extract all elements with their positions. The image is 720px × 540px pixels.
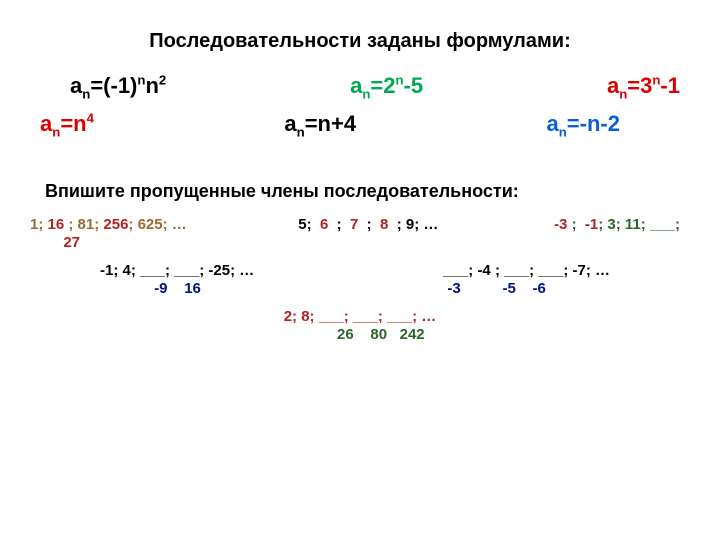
sequence-row-1: 1; 16 ; 81; 256; 625; … 27 5; 6 ; 7 ; 8 … [30,216,690,262]
formula-minus-n-2: an=-n-2 [546,109,620,141]
sequence-3n-1: 2; 8; ___; ___; ___; … 26 80 242 [30,308,690,344]
sequence-n-plus-4: 5; 6 ; 7 ; 8 ; 9; … [298,216,438,262]
sequence-alt-sq: -1; 4; ___; ___; -25; … -9 16 [100,262,254,308]
slide-title: Последовательности заданы формулами: [30,30,690,53]
formula-row-1: an=(-1)nn2 an=2n-5 an=3n-1 [30,71,690,103]
sequence-2n-5: -3 ; -1; 3; 11; ___; [550,216,680,262]
formula-row-2: an=n4 an=n+4 an=-n-2 [30,109,690,141]
formula-2n-5: an=2n-5 [350,71,423,103]
sequence-minus-n-2: ___; -4 ; ___; ___; -7; … -3 -5 -6 [443,262,610,308]
formula-n-plus-4: an=n+4 [284,109,356,141]
sequence-n4: 1; 16 ; 81; 256; 625; … 27 [30,216,187,262]
sequence-row-2: -1; 4; ___; ___; -25; … -9 16 ___; -4 ; … [30,262,690,308]
formula-n4: an=n4 [40,109,94,141]
formula-3n-1: an=3n-1 [607,71,680,103]
slide-subtitle: Впишите пропущенные члены последовательн… [30,181,690,202]
formula-alt-sq: an=(-1)nn2 [70,71,166,103]
